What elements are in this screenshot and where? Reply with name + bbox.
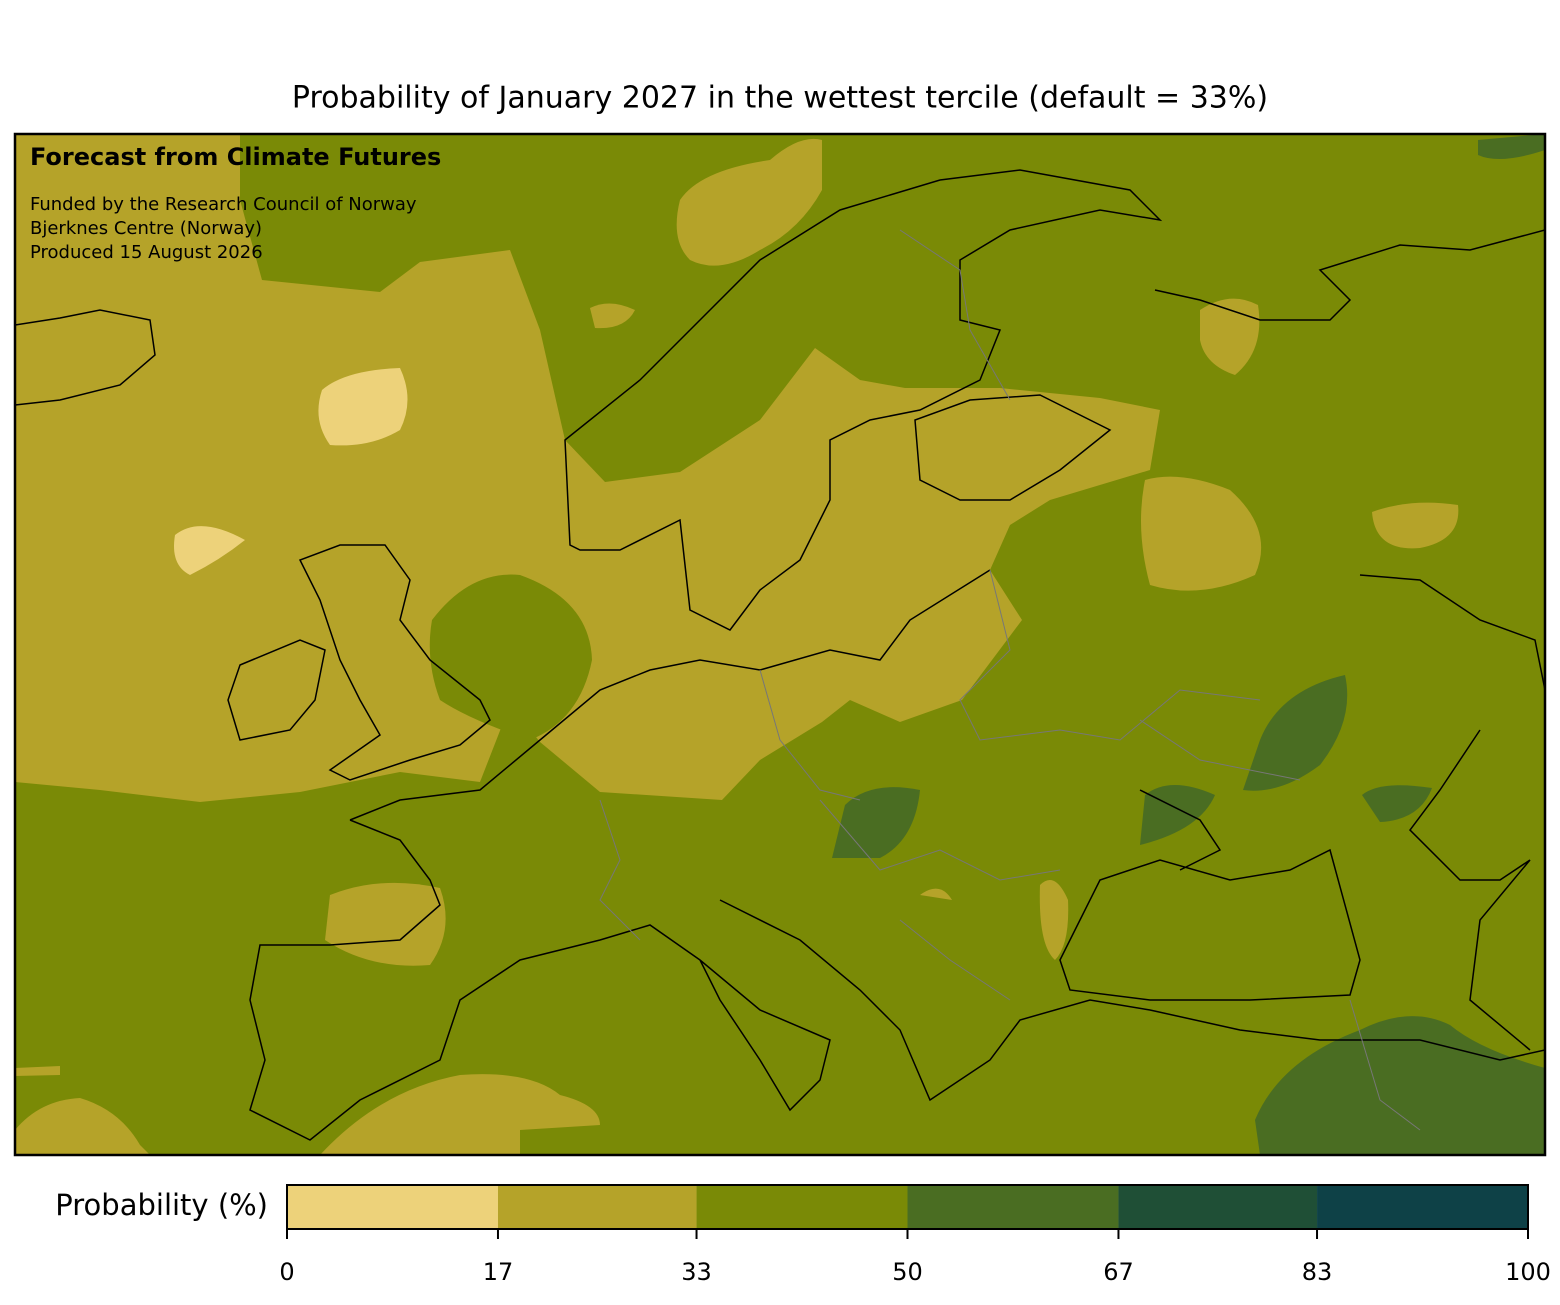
region bbox=[15, 1066, 600, 1155]
coastline bbox=[1139, 789, 1222, 871]
coastline bbox=[249, 819, 831, 1141]
region bbox=[1141, 476, 1262, 591]
coastline bbox=[349, 569, 991, 821]
colorbar-tick-label: 83 bbox=[1302, 1258, 1333, 1286]
colorbar-label: Probability (%) bbox=[55, 1188, 268, 1222]
colorbar-tick-label: 67 bbox=[1103, 1258, 1134, 1286]
colorbar-segment bbox=[287, 1185, 498, 1229]
colorbar-segment bbox=[907, 1185, 1119, 1229]
coastline bbox=[1154, 229, 1545, 321]
colorbar-segment bbox=[1317, 1185, 1528, 1229]
colorbar-segment bbox=[1118, 1185, 1318, 1229]
colorbar-segment bbox=[497, 1185, 697, 1229]
coastline bbox=[1359, 574, 1545, 691]
region bbox=[174, 526, 245, 575]
coastline bbox=[914, 394, 1112, 501]
colorbar-tick-label: 50 bbox=[892, 1258, 923, 1286]
region bbox=[1200, 298, 1260, 375]
coastline bbox=[15, 309, 156, 406]
title: Probability of January 2027 in the wette… bbox=[292, 81, 1268, 116]
map: Forecast from Climate Futures Funded by … bbox=[13, 132, 1547, 1157]
coastline bbox=[1409, 729, 1531, 1051]
coastline bbox=[1059, 848, 1361, 1001]
region bbox=[1255, 1016, 1545, 1155]
coastline bbox=[564, 169, 1163, 631]
border bbox=[599, 229, 1421, 1131]
region bbox=[590, 303, 635, 329]
region bbox=[676, 138, 822, 266]
colorbar-segment bbox=[696, 1185, 908, 1229]
region bbox=[1039, 880, 1069, 960]
region bbox=[1362, 785, 1432, 822]
map-frame bbox=[13, 132, 1547, 1157]
annotation-line: Bjerknes Centre (Norway) bbox=[30, 218, 262, 239]
region bbox=[920, 888, 952, 900]
annotation-line: Funded by the Research Council of Norway bbox=[30, 194, 417, 215]
colorbar-tick-label: 17 bbox=[483, 1258, 514, 1286]
region bbox=[318, 368, 408, 446]
region bbox=[1478, 134, 1545, 159]
coastline bbox=[298, 544, 491, 781]
region bbox=[429, 574, 592, 740]
region bbox=[15, 134, 1160, 802]
region bbox=[1243, 675, 1348, 791]
coastline bbox=[227, 639, 326, 741]
annotation-line: Produced 15 August 2026 bbox=[30, 242, 263, 263]
region bbox=[1372, 502, 1459, 549]
colorbar-tick-label: 0 bbox=[279, 1258, 294, 1286]
region bbox=[325, 882, 446, 966]
coastline bbox=[719, 899, 1545, 1102]
colorbar-tick-label: 33 bbox=[681, 1258, 712, 1286]
colorbar: Probability (%) 0 17 33 50 67 83 100 bbox=[55, 1184, 1551, 1286]
annotation-heading: Forecast from Climate Futures bbox=[30, 143, 441, 171]
colorbar-tick-label: 100 bbox=[1505, 1258, 1551, 1286]
